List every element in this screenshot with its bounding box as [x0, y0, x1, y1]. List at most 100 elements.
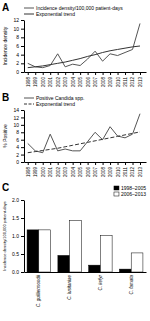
- tick-label: 2000: [41, 77, 46, 88]
- bar: [131, 253, 143, 272]
- tick-label: C. guilliermondii: [36, 274, 41, 307]
- tick-mark: [21, 37, 24, 38]
- tick: 2011: [123, 162, 128, 177]
- panel: 0246810121419981999200020012002200320042…: [2, 92, 147, 177]
- tick: 2001: [48, 162, 53, 177]
- tick: 2006: [86, 72, 91, 87]
- tick-label: 2002: [56, 77, 61, 88]
- bar: [70, 221, 82, 272]
- legend-swatch: [24, 104, 34, 105]
- line: [28, 23, 140, 67]
- title: B: [2, 92, 9, 103]
- legend-item: 2006–2013: [114, 191, 146, 197]
- tick-label: 10: [13, 26, 19, 32]
- tick: 2013: [138, 162, 143, 177]
- legend-item: Exponential trend: [24, 11, 75, 17]
- legend: Incidence density/100,000 patient-daysEx…: [24, 5, 123, 17]
- tick-mark: [103, 162, 104, 165]
- tick-mark: [118, 162, 119, 165]
- tick: 12: [13, 17, 24, 23]
- tick-mark: [21, 200, 24, 201]
- tick-label: 2003: [63, 167, 68, 178]
- tick: 2010: [115, 72, 120, 87]
- tick: 1999: [33, 162, 38, 177]
- tick-label: 2012: [130, 167, 135, 178]
- tick-label: 2011: [123, 77, 128, 87]
- legend-item: Exponential trend: [24, 101, 75, 107]
- tick-mark: [21, 125, 24, 126]
- tick-mark: [110, 72, 111, 75]
- tick-mark: [21, 254, 24, 255]
- tick-mark: [118, 72, 119, 75]
- tick-label: 2008: [101, 77, 106, 88]
- tick-mark: [21, 117, 24, 118]
- tick: C. famata: [129, 275, 134, 295]
- tick-mark: [28, 72, 29, 75]
- tick-label: 6: [16, 137, 19, 143]
- tick: 2013: [138, 72, 143, 87]
- axis-domain: [25, 272, 147, 273]
- tick-label: 2008: [101, 167, 106, 178]
- tick-mark: [21, 236, 24, 237]
- bar: [120, 269, 132, 272]
- tick-label: 2010: [115, 77, 120, 88]
- legend-label: Exponential trend: [36, 101, 75, 107]
- tick-label: 6: [16, 43, 19, 49]
- tick-mark: [21, 147, 24, 148]
- plot-area: [27, 221, 143, 272]
- tick-label: 0: [16, 69, 19, 75]
- tick-mark: [88, 162, 89, 165]
- y-axis-title: Incidence density/100,000 patient-days: [2, 201, 7, 270]
- tick: 14: [13, 107, 24, 113]
- tick-mark: [133, 162, 134, 165]
- tick-label: 2011: [123, 167, 128, 177]
- tick: C. lusitaniae: [67, 275, 72, 300]
- tick-label: 2006: [86, 77, 91, 88]
- tick: 10: [13, 122, 24, 128]
- title: A: [2, 2, 9, 13]
- y-axis-title: % Positive: [2, 124, 8, 148]
- tick: 2: [16, 60, 24, 66]
- tick-mark: [21, 218, 24, 219]
- tick: 0.0: [12, 269, 24, 275]
- tick-mark: [21, 63, 24, 64]
- tick-label: 0.5: [12, 251, 19, 257]
- tick-label: 2004: [71, 77, 76, 88]
- legend: 1998–20052006–2013: [114, 185, 146, 197]
- tick-mark: [125, 72, 126, 75]
- y-axis-title: Incidence density: [2, 26, 8, 65]
- tick-mark: [21, 132, 24, 133]
- tick: 8: [16, 129, 24, 135]
- tick: 0: [16, 69, 24, 75]
- tick-label: 2009: [108, 77, 113, 88]
- tick: 2007: [93, 72, 98, 87]
- x-axis: 1998199920002001200220032004200520062007…: [25, 162, 147, 177]
- tick-label: 8: [16, 34, 19, 40]
- tick: 2001: [48, 72, 53, 87]
- tick-label: 2007: [93, 167, 98, 178]
- tick: 1.5: [12, 215, 24, 221]
- tick-label: C. famata: [129, 275, 134, 295]
- tick: 0.5: [12, 251, 24, 257]
- bar: [58, 255, 70, 272]
- panel: 0 2 4 6 8 10 12 1998199920002001200220032004200…: [2, 2, 147, 87]
- x-axis: 1998199920002001200220032004200520062007…: [25, 72, 147, 87]
- tick: 1998: [26, 162, 31, 177]
- tick-mark: [21, 140, 24, 141]
- x-axis: C. guilliermondiiC. lusitaniaeC. kefyrC.…: [25, 273, 147, 308]
- tick-mark: [95, 72, 96, 75]
- tick: 10: [13, 26, 24, 32]
- tick: C. guilliermondii: [36, 274, 41, 307]
- tick: 4: [16, 52, 24, 58]
- tick-mark: [65, 162, 66, 165]
- tick: 2012: [130, 72, 135, 87]
- tick-label: 2003: [63, 77, 68, 88]
- tick-label: 0: [16, 159, 19, 165]
- legend: Positive Candida spp.Exponential trend: [24, 95, 84, 107]
- tick: 1999: [33, 72, 38, 87]
- tick-label: 2010: [115, 167, 120, 178]
- tick-label: 2: [16, 152, 19, 158]
- tick-mark: [21, 29, 24, 30]
- tick-mark: [35, 72, 36, 75]
- tick-mark: [43, 162, 44, 165]
